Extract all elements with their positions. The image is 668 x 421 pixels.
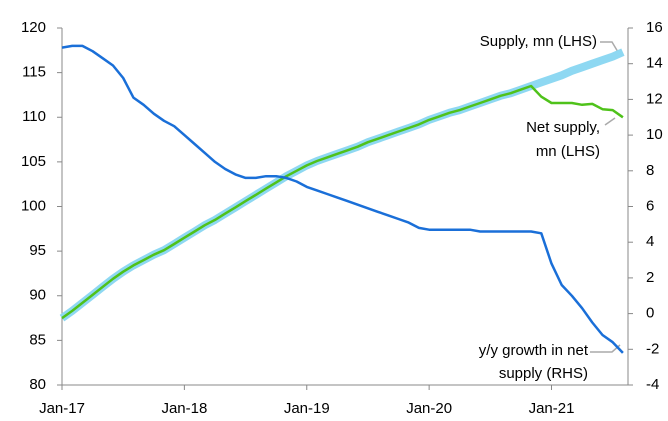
y2-tick-label: 16 <box>646 19 663 36</box>
connector <box>600 41 619 53</box>
y-tick-label: 105 <box>21 153 46 170</box>
x-tick-label: Jan-19 <box>284 400 330 417</box>
x-tick-label: Jan-20 <box>406 400 452 417</box>
annotation: supply (RHS) <box>499 365 588 382</box>
x-tick-label: Jan-18 <box>161 400 207 417</box>
annotation: y/y growth in net <box>479 342 589 359</box>
connector <box>604 117 616 126</box>
y-tick-label: 115 <box>22 64 46 81</box>
y2-tick-label: 0 <box>646 305 654 322</box>
y2-tick-label: -2 <box>646 340 659 357</box>
y2-tick-label: -4 <box>646 376 659 393</box>
annotation: Supply, mn (LHS) <box>480 33 597 50</box>
series-line <box>61 84 624 320</box>
y-tick-label: 80 <box>29 376 46 393</box>
annotation: Net supply, <box>526 119 600 136</box>
y-tick-label: 95 <box>29 242 46 259</box>
x-tick-label: Jan-21 <box>529 400 575 417</box>
y2-tick-label: 12 <box>646 90 663 107</box>
y-tick-label: 100 <box>21 197 46 214</box>
y2-tick-label: 10 <box>646 126 663 143</box>
y-tick-label: 90 <box>29 287 46 304</box>
y2-tick-label: 14 <box>646 55 663 72</box>
y2-tick-label: 6 <box>646 197 654 214</box>
annotation: mn (LHS) <box>536 143 600 160</box>
y-tick-label: 110 <box>22 108 46 125</box>
series-line <box>59 48 625 322</box>
y-tick-label: 120 <box>21 19 46 36</box>
y-tick-label: 85 <box>29 331 46 348</box>
y2-tick-label: 4 <box>646 233 654 250</box>
y2-tick-label: 8 <box>646 162 654 179</box>
x-tick-label: Jan-17 <box>39 400 85 417</box>
series-line <box>61 44 624 354</box>
y2-tick-label: 2 <box>646 269 654 286</box>
